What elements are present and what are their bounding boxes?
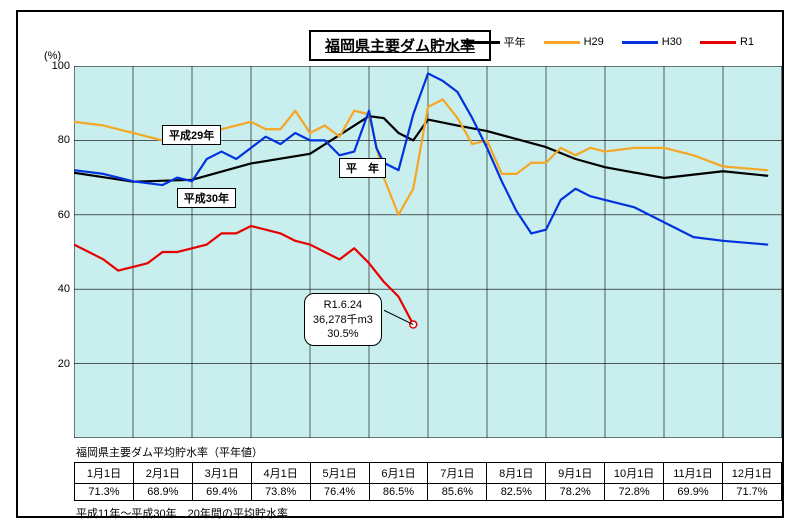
legend-swatch (700, 41, 736, 44)
y-tick-label: 60 (58, 209, 70, 221)
legend-swatch (622, 41, 658, 44)
series-label: 平成29年 (162, 125, 221, 145)
table-value-cell: 86.5% (369, 484, 428, 501)
table-value-cell: 82.5% (487, 484, 546, 501)
table-value-cell: 72.8% (605, 484, 664, 501)
legend-swatch (544, 41, 580, 44)
table-header-cell: 4月1日 (251, 463, 310, 484)
table-value-cell: 85.6% (428, 484, 487, 501)
table-header-cell: 2月1日 (133, 463, 192, 484)
legend-label: H29 (584, 36, 604, 48)
legend: 平年 H29 H30 R1 (464, 34, 754, 50)
callout: R1.6.2436,278千m330.5% (304, 293, 382, 346)
legend-item: H30 (622, 34, 682, 50)
table-value-cell: 76.4% (310, 484, 369, 501)
footnote: 平成11年～平成30年 20年間の平均貯水率 (74, 501, 782, 525)
y-tick-label: 20 (58, 358, 70, 370)
y-tick-label: 80 (58, 134, 70, 146)
table-header-cell: 10月1日 (605, 463, 664, 484)
y-tick-label: 100 (52, 60, 70, 72)
avg-table: 福岡県主要ダム平均貯水率（平年値） 1月1日2月1日3月1日4月1日5月1日6月… (74, 442, 782, 525)
table-caption: 福岡県主要ダム平均貯水率（平年値） (74, 442, 782, 462)
table-value-cell: 71.3% (75, 484, 134, 501)
table-value-cell: 69.4% (192, 484, 251, 501)
table-value-cell: 78.2% (546, 484, 605, 501)
table-header-cell: 12月1日 (722, 463, 781, 484)
legend-swatch (464, 41, 500, 44)
chart-frame: 福岡県主要ダム貯水率 平年H29H30R1 (%) 20406080100 平 … (16, 10, 784, 518)
table-header-cell: 8月1日 (487, 463, 546, 484)
table-value-cell: 68.9% (133, 484, 192, 501)
legend-item: 平年 (464, 34, 526, 50)
table-value-cell: 71.7% (722, 484, 781, 501)
table-header-cell: 1月1日 (75, 463, 134, 484)
table-header-cell: 6月1日 (369, 463, 428, 484)
table-header-cell: 3月1日 (192, 463, 251, 484)
table-value-cell: 73.8% (251, 484, 310, 501)
table-header-cell: 11月1日 (664, 463, 723, 484)
avg-table-grid: 1月1日2月1日3月1日4月1日5月1日6月1日7月1日8月1日9月1日10月1… (74, 462, 782, 501)
legend-label: R1 (740, 36, 754, 48)
legend-item: H29 (544, 34, 604, 50)
legend-item: R1 (700, 34, 754, 50)
table-header-cell: 7月1日 (428, 463, 487, 484)
legend-label: 平年 (504, 34, 526, 50)
legend-label: H30 (662, 36, 682, 48)
table-value-cell: 69.9% (664, 484, 723, 501)
plot-svg (74, 66, 782, 438)
plot-area (74, 66, 782, 438)
table-header-cell: 9月1日 (546, 463, 605, 484)
series-label: 平 年 (339, 158, 386, 178)
table-header-cell: 5月1日 (310, 463, 369, 484)
y-tick-label: 40 (58, 283, 70, 295)
series-label: 平成30年 (177, 188, 236, 208)
